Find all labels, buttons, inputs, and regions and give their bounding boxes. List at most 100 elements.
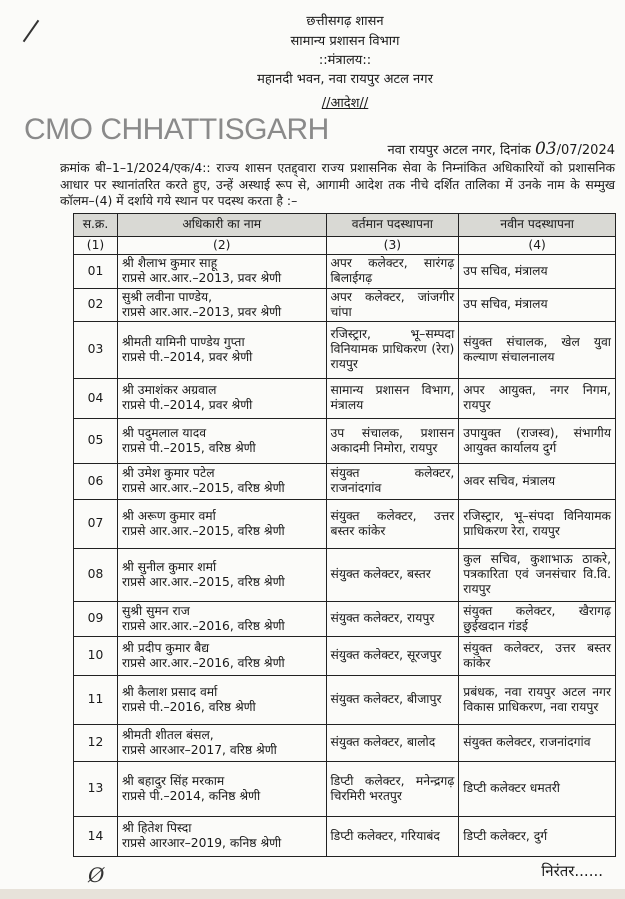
table-row: 02 सुश्री लवीना पाण्डेय, राप्रसे आर.आर.–20…	[73, 287, 616, 322]
current-posting: संयुक्त कलेक्टर, रायपुर	[325, 600, 460, 637]
new-posting: डिप्टी कलेक्टर, दुर्ग	[458, 815, 616, 857]
order-intro: क्रमांक बी–1–1/2024/एक/4:: राज्य शासन एत…	[60, 160, 615, 208]
table-header-row: स.क्र. अधिकारी का नाम वर्तमान पदस्थापना …	[73, 212, 616, 237]
officer-name: श्री सुनील कुमार शर्मा	[121, 559, 217, 574]
officer-service: राप्रसे आर.आर.–2016, वरिष्ठ श्रेणी	[121, 618, 285, 633]
officer-cell: श्रीमती शीतल बंसल, राप्रसे आरआर–2017, वरि…	[116, 723, 327, 762]
officer-cell: श्री अरूण कुमार वर्मा राप्रसे आर.आर.–2015…	[116, 498, 327, 549]
serial-number: 11	[73, 674, 118, 725]
current-posting: संयुक्त कलेक्टर, बस्तर	[325, 547, 460, 602]
officer-name: श्री प्रदीप कुमार बैद्य	[121, 640, 210, 655]
current-posting: रजिस्ट्रार, भू–सम्पदा विनियामक प्राधिकरण…	[325, 320, 460, 379]
transfer-table: स.क्र. अधिकारी का नाम वर्तमान पदस्थापना …	[73, 212, 616, 857]
new-posting: संयुक्त कलेक्टर, राजनांदगांव	[458, 723, 616, 762]
officer-cell: श्री शैलाभ कुमार साहू राप्रसे आर.आर.–2013…	[116, 253, 327, 289]
current-posting: संयुक्त कलेक्टर, बीजापुर	[325, 674, 460, 725]
officer-name: सुश्री लवीना पाण्डेय,	[121, 289, 212, 304]
officer-service: राप्रसे पी.–2014, प्रवर श्रेणी	[121, 349, 253, 364]
col-header-new: नवीन पदस्थापना	[458, 212, 616, 237]
officer-service: राप्रसे आर.आर.–2015, वरिष्ठ श्रेणी	[121, 481, 285, 495]
officer-service: राप्रसे पी.–2016, वरिष्ठ श्रेणी	[121, 699, 256, 714]
serial-number: 04	[73, 377, 118, 419]
serial-number: 06	[73, 462, 118, 500]
new-posting: प्रबंधक, नवा रायपुर अटल नगर विकास प्राधि…	[458, 674, 616, 725]
address: महानदी भवन, नवा रायपुर अटल नगर	[257, 72, 433, 87]
officer-cell: सुश्री लवीना पाण्डेय, राप्रसे आर.आर.–2013…	[116, 287, 327, 322]
table-row: 14 श्री हितेश पिस्दा राप्रसे आरआर–2019, कन…	[73, 815, 616, 857]
signature: Ø	[88, 862, 105, 887]
new-posting: रजिस्ट्रार, भू–संपदा विनियामक प्राधिकरण …	[458, 498, 616, 549]
new-posting: अवर सचिव, मंत्रालय	[458, 462, 616, 500]
officer-name: श्री कैलाश प्रसाद वर्मा	[121, 684, 218, 699]
officer-cell: श्री प्रदीप कुमार बैद्य राप्रसे आर.आर.–20…	[116, 635, 327, 676]
officer-service: राप्रसे आरआर–2019, कनिष्ठ श्रेणी	[121, 836, 282, 850]
officer-cell: श्री उमेश कुमार पटेल राप्रसे आर.आर.–2015,…	[116, 462, 327, 500]
table-row: 01 श्री शैलाभ कुमार साहू राप्रसे आर.आर.–20…	[73, 253, 616, 289]
govt-name: छत्तीसगढ़ शासन	[306, 14, 384, 29]
current-posting: संयुक्त कलेक्टर, सूरजपुर	[325, 635, 460, 676]
current-posting: डिप्टी कलेक्टर, गरियाबंद	[325, 815, 460, 857]
new-posting: उप सचिव, मंत्रालय	[458, 287, 616, 322]
officer-service: राप्रसे आर.आर.–2013, प्रवर श्रेणी	[121, 304, 282, 319]
table-row: 03 श्रीमती यामिनी पाण्डेय गुप्ता राप्रसे प…	[73, 320, 616, 379]
officer-service: राप्रसे पी.–2014, कनिष्ठ श्रेणी	[121, 788, 261, 803]
officer-name: श्री उमाशंकर अग्रवाल	[121, 383, 217, 397]
serial-number: 07	[73, 498, 118, 549]
serial-number: 08	[73, 547, 118, 602]
col-header-sno: स.क्र.	[73, 212, 118, 237]
serial-number: 14	[73, 815, 118, 857]
serial-number: 01	[73, 253, 118, 289]
new-posting: संयुक्त संचालक, खेल युवा कल्याण संचालनाल…	[458, 320, 616, 379]
table-row: 10 श्री प्रदीप कुमार बैद्य राप्रसे आर.आर.–…	[73, 635, 616, 676]
col-number: (4)	[458, 235, 616, 255]
current-posting: संयुक्त कलेक्टर, बालोद	[325, 723, 460, 762]
officer-name: श्री बहादुर सिंह मरकाम	[121, 773, 225, 788]
officer-name: श्रीमती शीतल बंसल,	[121, 727, 214, 742]
col-number: (2)	[116, 235, 327, 255]
col-header-name: अधिकारी का नाम	[116, 212, 327, 237]
date-rest: /07/2024	[556, 143, 615, 158]
date-place: नवा रायपुर अटल नगर, दिनांक	[387, 143, 531, 158]
officer-name: श्री हितेश पिस्दा	[121, 821, 192, 835]
current-posting: सामान्य प्रशासन विभाग, मंत्रालय	[325, 377, 460, 419]
officer-cell: श्री पदुमलाल यादव राप्रसे पी.–2015, वरिष्…	[116, 417, 327, 464]
new-posting: डिप्टी कलेक्टर धमतरी	[458, 760, 616, 817]
col-number: (1)	[73, 235, 118, 255]
new-posting: कुल सचिव, कुशाभाऊ ठाकरे, पत्रकारिता एवं …	[458, 547, 616, 602]
table-row: 05 श्री पदुमलाल यादव राप्रसे पी.–2015, वरि…	[73, 417, 616, 464]
department-name: सामान्य प्रशासन विभाग	[290, 34, 400, 49]
col-number: (3)	[325, 235, 460, 255]
officer-name: श्रीमती यामिनी पाण्डेय गुप्ता	[121, 334, 245, 349]
document-body: क्रमांक बी–1–1/2024/एक/4:: राज्य शासन एत…	[0, 160, 625, 899]
new-posting: उपायुक्त (राजस्व), संभागीय आयुक्त कार्या…	[458, 417, 616, 464]
officer-cell: श्री हितेश पिस्दा राप्रसे आरआर–2019, कनिष…	[116, 815, 327, 857]
date-day: 03	[534, 139, 557, 159]
col-number-row: (1) (2) (3) (4)	[73, 235, 616, 255]
table-row: 13 श्री बहादुर सिंह मरकाम राप्रसे पी.–2014…	[73, 760, 616, 817]
officer-name: श्री अरूण कुमार वर्मा	[121, 508, 216, 523]
new-posting: संयुक्त कलेक्टर, उत्तर बस्तर कांकेर	[458, 635, 616, 676]
officer-name: श्री शैलाभ कुमार साहू	[121, 256, 218, 270]
officer-service: राप्रसे पी.–2015, वरिष्ठ श्रेणी	[121, 440, 256, 455]
officer-name: सुश्री सुमन राज	[121, 603, 190, 618]
current-posting: डिप्टी कलेक्टर, मनेन्द्रगढ़ चिरमिरी भरतप…	[325, 760, 460, 817]
serial-number: 02	[73, 287, 118, 322]
new-posting: संयुक्त कलेक्टर, खैरागढ़ छुईखदान गंडई	[458, 600, 616, 637]
table-row: 04 श्री उमाशंकर अग्रवाल राप्रसे पी.–2014, …	[73, 377, 616, 419]
table-row: 09 सुश्री सुमन राज राप्रसे आर.आर.–2016, वर…	[73, 600, 616, 637]
current-posting: अपर कलेक्टर, जांजगीर चांपा	[325, 287, 460, 322]
table-row: 06 श्री उमेश कुमार पटेल राप्रसे आर.आर.–201…	[73, 462, 616, 500]
current-posting: संयुक्त कलेक्टर, उत्तर बस्तर कांकेर	[325, 498, 460, 549]
serial-number: 12	[73, 723, 118, 762]
ministry-label: ::मंत्रालय::	[318, 53, 372, 68]
officer-cell: सुश्री सुमन राज राप्रसे आर.आर.–2016, वरिष…	[116, 600, 327, 637]
officer-cell: श्री कैलाश प्रसाद वर्मा राप्रसे पी.–2016,…	[116, 674, 327, 725]
officer-name: श्री उमेश कुमार पटेल	[121, 466, 215, 480]
officer-service: राप्रसे आर.आर.–2016, वरिष्ठ श्रेणी	[121, 655, 285, 670]
serial-number: 13	[73, 760, 118, 817]
serial-number: 03	[73, 320, 118, 379]
col-header-current: वर्तमान पदस्थापना	[325, 212, 460, 237]
new-posting: उप सचिव, मंत्रालय	[458, 253, 616, 289]
page-edge	[0, 888, 625, 899]
officer-cell: श्री उमाशंकर अग्रवाल राप्रसे पी.–2014, प्…	[116, 377, 327, 419]
